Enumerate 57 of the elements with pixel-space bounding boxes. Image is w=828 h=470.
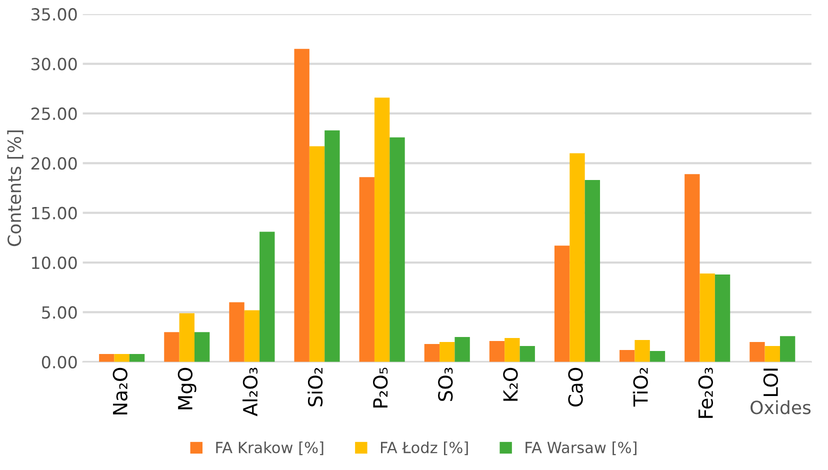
- bar: [684, 174, 700, 362]
- x-tick-label: MgO: [178, 368, 196, 410]
- y-tick-label: 25.00: [31, 107, 77, 120]
- bar: [260, 232, 275, 362]
- y-axis-title: Contents [%]: [7, 130, 24, 246]
- y-tick-label: 0.00: [42, 356, 77, 368]
- y-tick-label: 10.00: [32, 256, 77, 270]
- legend-label: FA Krakow [%]: [216, 441, 324, 456]
- bar: [504, 338, 520, 362]
- bar: [750, 342, 765, 362]
- bar: [489, 341, 505, 362]
- bar: [129, 354, 145, 362]
- x-axis-title: Oxides: [750, 400, 811, 414]
- bar: [164, 332, 180, 362]
- bar: [244, 310, 260, 362]
- bar: [424, 344, 440, 362]
- x-tick-label: SO₃: [438, 368, 453, 401]
- bar: [620, 350, 635, 362]
- bar: [440, 342, 455, 362]
- bar: [650, 350, 666, 362]
- x-tick-label: CaO: [568, 368, 583, 406]
- x-tick-label: Al₂O₃: [242, 368, 258, 416]
- legend-label: FA Warsaw [%]: [526, 441, 636, 456]
- bar: [584, 180, 600, 362]
- x-tick-label: LOI: [763, 368, 778, 396]
- bar: [554, 246, 570, 362]
- bar: [700, 273, 715, 362]
- y-tick-label: 20.00: [31, 157, 77, 170]
- x-tick-label: Na₂O: [112, 368, 128, 414]
- bar: [229, 302, 244, 362]
- y-tick-label: 35.00: [31, 8, 77, 21]
- bar: [374, 98, 390, 362]
- bar: [714, 274, 730, 362]
- y-tick-label: 5.00: [42, 306, 77, 319]
- bar: [764, 346, 780, 362]
- bar: [359, 177, 374, 362]
- bar: [390, 137, 405, 362]
- bar: [570, 153, 585, 362]
- bar: [634, 340, 650, 362]
- x-tick-label: SiO₂: [308, 368, 323, 406]
- x-tick-label: Fe₂O₃: [698, 368, 713, 418]
- legend-label: FA Łodz [%]: [381, 441, 468, 456]
- bar: [294, 48, 310, 362]
- x-tick-label: TiO₂: [632, 368, 648, 407]
- bar: [114, 354, 130, 362]
- y-tick-label: 30.00: [31, 58, 77, 70]
- y-tick-label: 15.00: [32, 206, 77, 220]
- bar: [194, 332, 210, 362]
- bar: [780, 336, 796, 362]
- bar: [99, 354, 114, 362]
- bar: [179, 313, 194, 362]
- bar: [309, 146, 325, 362]
- bar: [454, 337, 470, 362]
- bar: [324, 130, 340, 362]
- x-tick-label: P₂O₅: [372, 368, 388, 408]
- x-tick-label: K₂O: [503, 368, 518, 401]
- bar: [520, 346, 535, 362]
